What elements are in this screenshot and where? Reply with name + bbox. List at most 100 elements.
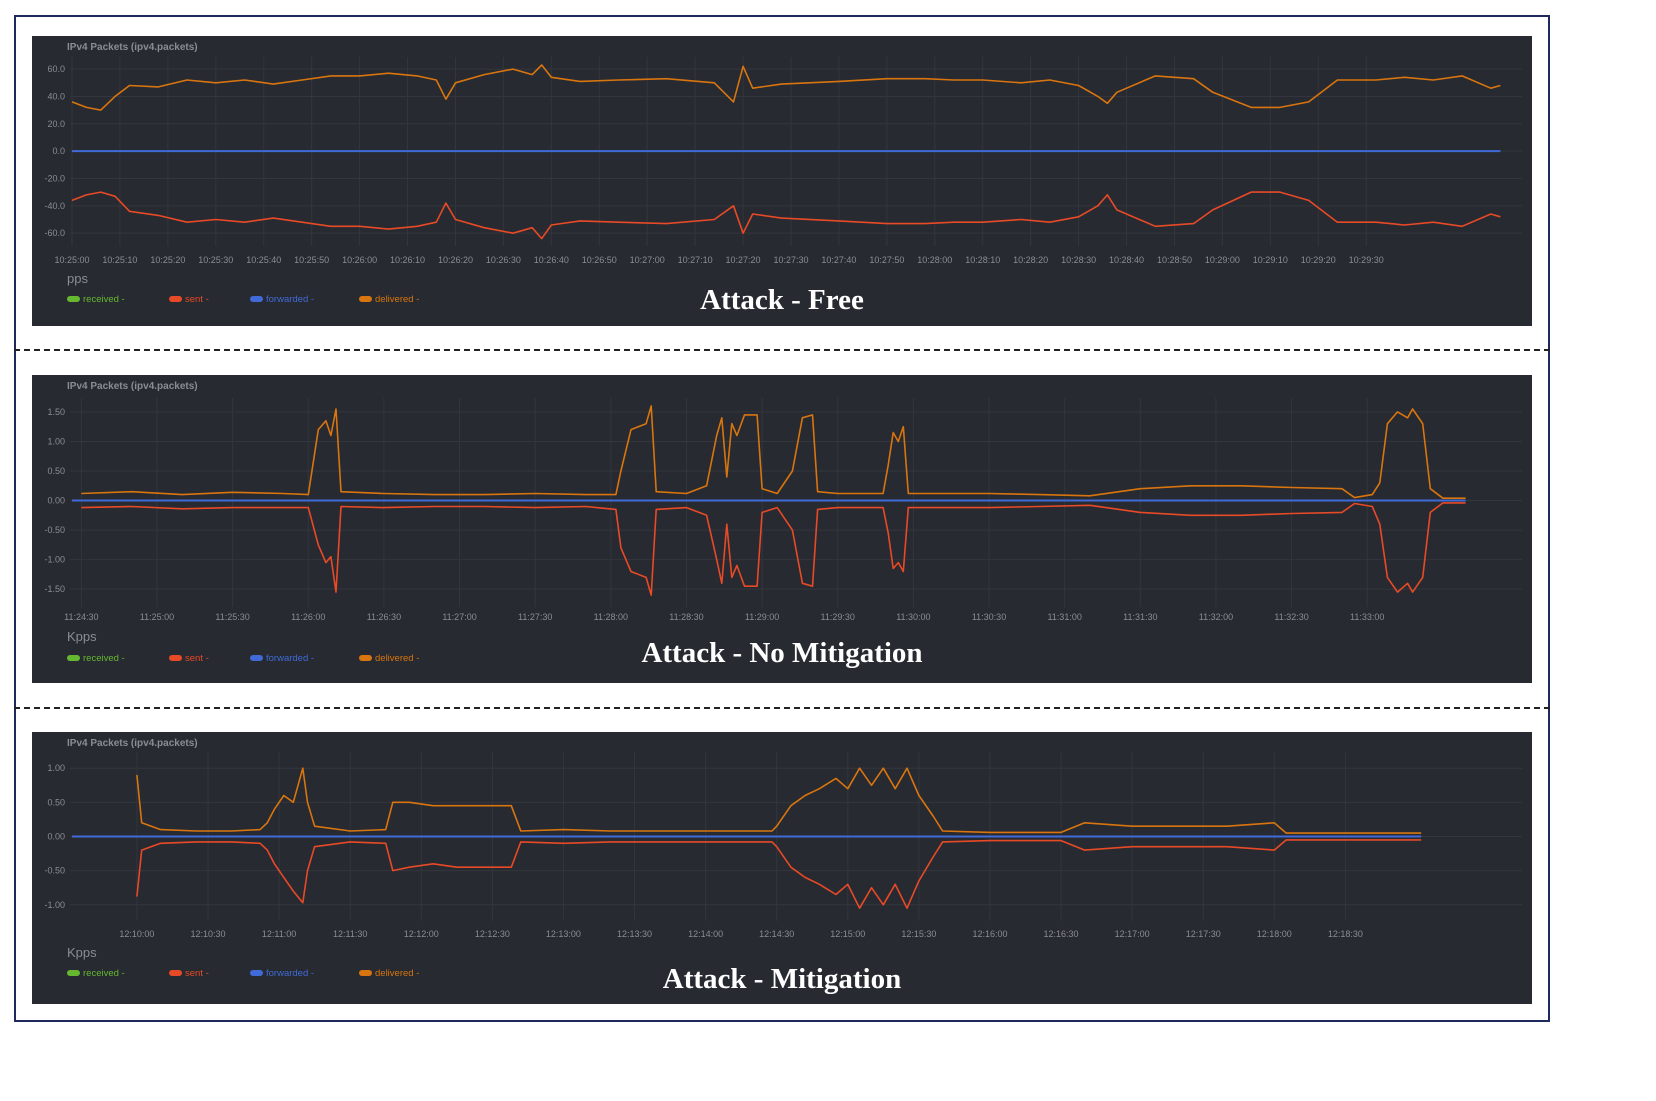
legend-item-received[interactable]: received - — [67, 294, 125, 305]
x-tick-label: 10:29:00 — [1205, 255, 1240, 265]
y-tick-label: 1.50 — [47, 407, 65, 417]
legend-label: delivered - — [375, 653, 419, 664]
x-tick-label: 10:29:30 — [1349, 255, 1384, 265]
chart-caption: Attack - Free — [700, 284, 864, 316]
legend-swatch — [359, 970, 372, 976]
y-tick-label: 0.50 — [47, 797, 65, 807]
legend-swatch — [169, 970, 182, 976]
x-tick-label: 10:28:30 — [1061, 255, 1096, 265]
x-tick-label: 10:28:10 — [965, 255, 1000, 265]
y-tick-label: -60.0 — [44, 228, 65, 238]
legend-swatch — [67, 296, 80, 302]
series-line-sent — [71, 191, 1501, 240]
chart-title: IPv4 Packets (ipv4.packets) — [67, 738, 198, 749]
unit-label: Kpps — [67, 629, 97, 644]
legend-item-sent[interactable]: sent - — [169, 968, 209, 979]
x-tick-label: 11:25:00 — [140, 612, 174, 622]
chart-attack-free: IPv4 Packets (ipv4.packets) 60.0 40.0 20.0 0… — [44, 42, 1522, 305]
legend-item-forwarded[interactable]: forwarded - — [250, 294, 314, 305]
legend-swatch — [250, 655, 263, 661]
legend-item-forwarded[interactable]: forwarded - — [250, 653, 314, 664]
chart-panel-attack-no-mitigation: IPv4 Packets (ipv4.packets) 1.50 1.00 0.50 0… — [32, 375, 1532, 683]
divider — [14, 349, 1550, 351]
legend-label: forwarded - — [266, 968, 314, 979]
y-tick-label: -40.0 — [44, 201, 65, 211]
figure-frame — [14, 15, 1550, 1022]
x-tick-label: 11:29:00 — [745, 612, 779, 622]
legend-label: sent - — [185, 294, 209, 305]
y-tick-label: 0.0 — [52, 146, 65, 156]
x-tick-label: 11:28:00 — [594, 612, 628, 622]
x-tick-label: 11:28:30 — [669, 612, 703, 622]
x-tick-label: 11:27:00 — [442, 612, 476, 622]
x-tick-label: 10:25:20 — [150, 255, 185, 265]
chart-attack-no-mitigation: IPv4 Packets (ipv4.packets) 1.50 1.00 0.50 0… — [44, 381, 1522, 664]
x-tick-label: 11:32:30 — [1274, 612, 1308, 622]
chart-caption: Attack - Mitigation — [662, 963, 902, 995]
y-tick-label: -0.50 — [44, 866, 65, 876]
x-tick-label: 10:25:10 — [102, 255, 137, 265]
legend-item-sent[interactable]: sent - — [169, 294, 209, 305]
x-tick-label: 11:33:00 — [1350, 612, 1384, 622]
y-tick-label: 1.00 — [47, 763, 65, 773]
x-tick-label: 10:29:20 — [1301, 255, 1336, 265]
chart-title: IPv4 Packets (ipv4.packets) — [67, 381, 198, 392]
x-tick-label: 11:31:00 — [1047, 612, 1081, 622]
x-tick-label: 10:28:00 — [917, 255, 952, 265]
chart-caption: Attack - No Mitigation — [641, 637, 923, 669]
legend-swatch — [359, 655, 372, 661]
x-tick-label: 10:25:00 — [54, 255, 89, 265]
legend-item-delivered[interactable]: delivered - — [359, 653, 419, 664]
x-tick-label: 12:10:00 — [119, 929, 154, 939]
x-tick-label: 12:14:00 — [688, 929, 723, 939]
x-tick-label: 10:28:40 — [1109, 255, 1144, 265]
series-line-delivered — [81, 405, 1466, 499]
x-tick-label: 11:30:30 — [972, 612, 1006, 622]
y-tick-label: 1.00 — [47, 436, 65, 446]
y-tick-label: 0.00 — [47, 496, 65, 506]
y-tick-label: -0.50 — [44, 525, 65, 535]
legend-item-delivered[interactable]: delivered - — [359, 294, 419, 305]
chart-attack-mitigation: IPv4 Packets (ipv4.packets) 1.00 0.50 0.00 -… — [44, 738, 1522, 979]
y-tick-label: 20.0 — [47, 119, 65, 129]
legend-label: sent - — [185, 968, 209, 979]
x-tick-label: 10:26:00 — [342, 255, 377, 265]
legend-item-received[interactable]: received - — [67, 653, 125, 664]
x-tick-label: 11:26:30 — [367, 612, 401, 622]
legend-item-received[interactable]: received - — [67, 968, 125, 979]
y-tick-label: -1.00 — [44, 555, 65, 565]
x-tick-label: 10:27:40 — [821, 255, 856, 265]
x-tick-label: 12:15:00 — [830, 929, 865, 939]
x-tick-label: 10:28:50 — [1157, 255, 1192, 265]
legend-item-forwarded[interactable]: forwarded - — [250, 968, 314, 979]
legend-label: delivered - — [375, 968, 419, 979]
legend-item-sent[interactable]: sent - — [169, 653, 209, 664]
legend-swatch — [359, 296, 372, 302]
legend-label: delivered - — [375, 294, 419, 305]
legend-label: received - — [83, 294, 125, 305]
x-tick-label: 10:26:10 — [390, 255, 425, 265]
x-tick-label: 11:27:30 — [518, 612, 552, 622]
legend-item-delivered[interactable]: delivered - — [359, 968, 419, 979]
x-tick-label: 12:12:00 — [404, 929, 439, 939]
y-tick-label: -1.00 — [44, 900, 65, 910]
x-tick-label: 12:16:30 — [1044, 929, 1079, 939]
x-tick-label: 12:18:30 — [1328, 929, 1363, 939]
legend-swatch — [250, 296, 263, 302]
x-tick-label: 11:29:30 — [821, 612, 855, 622]
x-tick-label: 10:26:30 — [486, 255, 521, 265]
chart-panel-attack-free: IPv4 Packets (ipv4.packets) 60.0 40.0 20.0 0… — [32, 36, 1532, 326]
x-tick-label: 10:25:50 — [294, 255, 329, 265]
x-tick-label: 12:11:00 — [262, 929, 296, 939]
unit-label: Kpps — [67, 945, 97, 960]
x-tick-label: 10:28:20 — [1013, 255, 1048, 265]
divider — [14, 707, 1550, 709]
x-tick-label: 11:25:30 — [215, 612, 249, 622]
x-tick-label: 11:32:00 — [1199, 612, 1233, 622]
chart-title: IPv4 Packets (ipv4.packets) — [67, 42, 198, 53]
legend-swatch — [169, 655, 182, 661]
chart-panel-attack-mitigation: IPv4 Packets (ipv4.packets) 1.00 0.50 0.00 -… — [32, 732, 1532, 1004]
x-tick-label: 12:14:30 — [759, 929, 794, 939]
x-tick-label: 10:27:30 — [773, 255, 808, 265]
x-tick-label: 10:25:40 — [246, 255, 281, 265]
